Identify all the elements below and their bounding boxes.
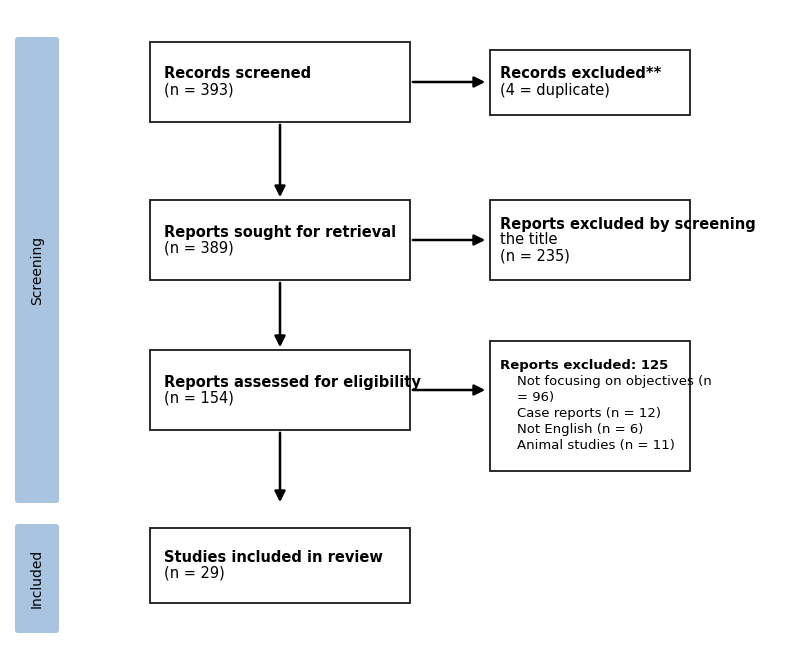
FancyBboxPatch shape [15, 37, 59, 503]
FancyBboxPatch shape [150, 200, 410, 280]
FancyBboxPatch shape [490, 50, 690, 114]
FancyBboxPatch shape [150, 42, 410, 122]
Text: Studies included in review: Studies included in review [164, 550, 383, 564]
Text: Not focusing on objectives (n: Not focusing on objectives (n [500, 375, 712, 389]
Text: Reports sought for retrieval: Reports sought for retrieval [164, 225, 396, 240]
Text: Reports excluded by screening: Reports excluded by screening [500, 217, 756, 232]
FancyBboxPatch shape [490, 200, 690, 280]
Text: (n = 235): (n = 235) [500, 249, 570, 264]
Text: (n = 154): (n = 154) [164, 390, 234, 406]
Text: Reports assessed for eligibility: Reports assessed for eligibility [164, 375, 421, 389]
Text: Included: Included [30, 549, 44, 608]
Text: Reports excluded: 125: Reports excluded: 125 [500, 360, 668, 372]
Text: the title: the title [500, 232, 558, 247]
Text: Records excluded**: Records excluded** [500, 67, 662, 82]
Text: Animal studies (n = 11): Animal studies (n = 11) [500, 439, 675, 453]
Text: Case reports (n = 12): Case reports (n = 12) [500, 407, 661, 421]
Text: = 96): = 96) [500, 392, 554, 404]
Text: (n = 29): (n = 29) [164, 565, 225, 581]
Text: (4 = duplicate): (4 = duplicate) [500, 82, 610, 97]
Text: Records screened: Records screened [164, 67, 311, 82]
FancyBboxPatch shape [15, 524, 59, 633]
FancyBboxPatch shape [490, 341, 690, 471]
FancyBboxPatch shape [150, 350, 410, 430]
Text: Screening: Screening [30, 236, 44, 304]
Text: Not English (n = 6): Not English (n = 6) [500, 424, 643, 436]
Text: (n = 393): (n = 393) [164, 82, 234, 97]
Text: (n = 389): (n = 389) [164, 240, 234, 255]
FancyBboxPatch shape [150, 528, 410, 603]
